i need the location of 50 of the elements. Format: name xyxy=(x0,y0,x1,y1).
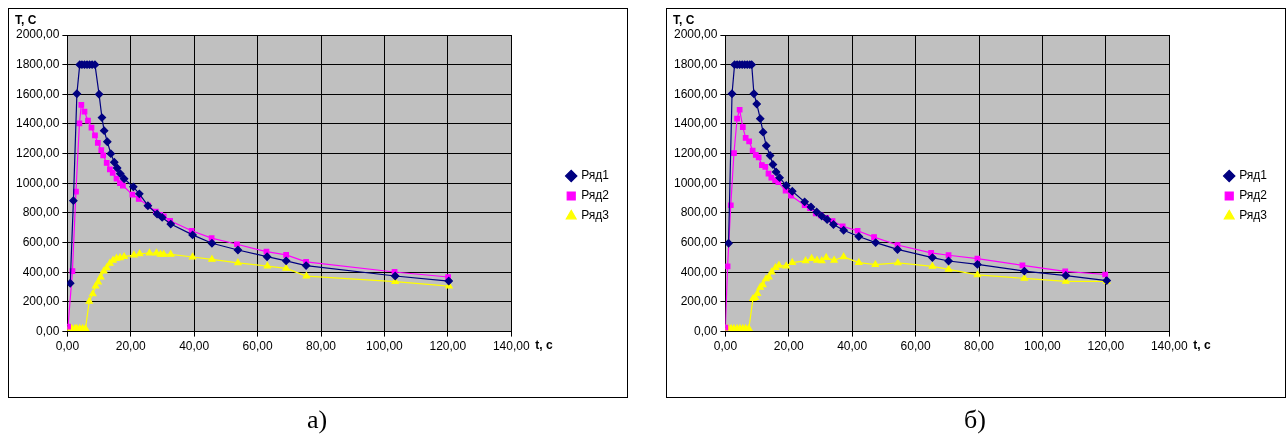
x-tick-label: 60,00 xyxy=(242,339,273,354)
y-tick-label: 200,00 xyxy=(680,294,718,309)
y-tick-label: 1000,00 xyxy=(673,175,718,190)
y-axis-title: T, C xyxy=(673,13,695,28)
x-axis-title: t, c xyxy=(535,337,553,352)
x-tick-label: 20,00 xyxy=(115,339,147,354)
y-tick-label: 800,00 xyxy=(680,205,718,220)
legend-label: Ряд2 xyxy=(1239,188,1268,203)
x-tick-label: 40,00 xyxy=(179,339,210,354)
x-tick-label: 0,00 xyxy=(55,339,80,354)
x-tick-label: 0,00 xyxy=(713,339,738,354)
x-tick-label: 60,00 xyxy=(900,339,931,354)
y-tick-label: 0,00 xyxy=(694,323,718,338)
legend-label: Ряд3 xyxy=(581,208,610,223)
y-tick-label: 400,00 xyxy=(22,264,60,279)
text: б) xyxy=(963,405,987,435)
y-tick-label: 1800,00 xyxy=(673,56,718,71)
text: а) xyxy=(305,405,329,435)
x-tick-label: 140,00 xyxy=(492,339,530,354)
x-tick-label: 140,00 xyxy=(1150,339,1188,354)
y-tick-label: 1400,00 xyxy=(15,116,60,131)
x-axis-title: t, c xyxy=(1193,337,1211,352)
y-axis-title: T, C xyxy=(15,13,37,28)
y-tick-label: 1000,00 xyxy=(15,175,60,190)
legend-label: Ряд1 xyxy=(581,168,610,183)
x-tick-label: 120,00 xyxy=(429,339,467,354)
y-tick-label: 1400,00 xyxy=(673,116,718,131)
x-tick-label: 100,00 xyxy=(366,339,404,354)
y-tick-label: 0,00 xyxy=(36,323,60,338)
legend-label: Ряд2 xyxy=(581,188,610,203)
y-tick-label: 1600,00 xyxy=(15,86,60,101)
x-tick-label: 100,00 xyxy=(1024,339,1062,354)
y-tick-label: 2000,00 xyxy=(673,27,718,42)
y-tick-label: 600,00 xyxy=(680,234,718,249)
y-tick-label: 200,00 xyxy=(22,294,60,309)
x-tick-label: 40,00 xyxy=(837,339,868,354)
y-tick-label: 1800,00 xyxy=(15,56,60,71)
legend-label: Ряд3 xyxy=(1239,208,1268,223)
legend-label: Ряд1 xyxy=(1239,168,1268,183)
y-tick-label: 2000,00 xyxy=(15,27,60,42)
x-tick-label: 20,00 xyxy=(773,339,805,354)
y-tick-label: 1200,00 xyxy=(15,145,60,160)
x-tick-label: 80,00 xyxy=(963,339,995,354)
y-tick-label: 1200,00 xyxy=(673,145,718,160)
y-tick-label: 1600,00 xyxy=(673,86,718,101)
y-tick-label: 800,00 xyxy=(22,205,60,220)
x-tick-label: 120,00 xyxy=(1087,339,1125,354)
y-tick-label: 600,00 xyxy=(22,234,60,249)
x-tick-label: 80,00 xyxy=(305,339,337,354)
y-tick-label: 400,00 xyxy=(680,264,718,279)
